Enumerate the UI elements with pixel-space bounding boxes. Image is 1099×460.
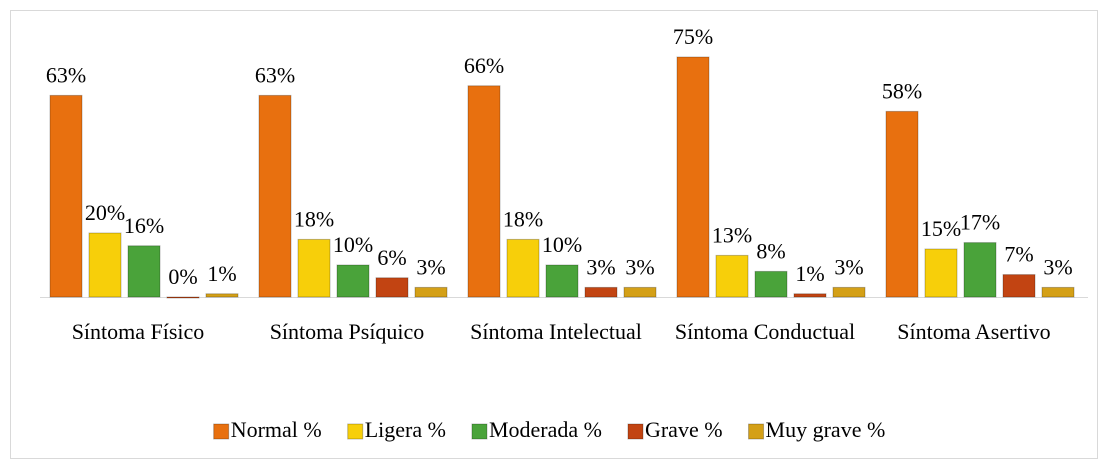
bar — [715, 254, 749, 298]
bar — [832, 286, 866, 298]
bar — [754, 270, 788, 298]
legend-swatch — [347, 423, 364, 440]
bar — [49, 94, 83, 298]
value-label: 20% — [85, 200, 125, 225]
bar — [258, 94, 292, 298]
bar — [414, 286, 448, 298]
value-label: 8% — [756, 238, 785, 263]
bar — [963, 242, 997, 298]
value-label: 6% — [377, 245, 406, 270]
chart-frame — [10, 10, 1098, 459]
bar — [127, 245, 161, 298]
bar — [1002, 274, 1036, 298]
value-label: 3% — [416, 254, 445, 279]
value-label: 18% — [503, 206, 543, 231]
bar — [205, 293, 239, 298]
legend-label: Moderada % — [489, 417, 602, 442]
value-label: 10% — [333, 232, 373, 257]
value-label: 10% — [542, 232, 582, 257]
bar — [885, 110, 919, 298]
value-label: 1% — [207, 261, 236, 286]
bar — [336, 264, 370, 298]
value-label: 66% — [464, 53, 504, 78]
bar — [545, 264, 579, 298]
bar — [584, 286, 618, 298]
x-tick-label: Síntoma Físico — [72, 319, 205, 344]
bar — [297, 238, 331, 298]
value-label: 1% — [795, 261, 824, 286]
bar — [793, 293, 827, 298]
value-label: 58% — [882, 78, 922, 103]
legend-label: Muy grave % — [766, 417, 886, 442]
bar — [924, 248, 958, 298]
bar — [88, 232, 122, 298]
legend-swatch — [627, 423, 644, 440]
value-label: 7% — [1004, 242, 1033, 267]
bar — [506, 238, 540, 298]
value-label: 3% — [834, 254, 863, 279]
value-label: 17% — [960, 210, 1000, 235]
bar — [467, 85, 501, 298]
value-label: 15% — [921, 216, 961, 241]
value-label: 13% — [712, 222, 752, 247]
value-label: 3% — [625, 254, 654, 279]
value-label: 3% — [586, 254, 615, 279]
value-label: 63% — [255, 62, 295, 87]
bar — [623, 286, 657, 298]
value-label: 18% — [294, 206, 334, 231]
value-label: 0% — [168, 264, 197, 289]
bar — [166, 296, 200, 299]
x-tick-label: Síntoma Conductual — [675, 319, 855, 344]
legend-swatch — [213, 423, 230, 440]
legend-label: Normal % — [231, 417, 322, 442]
x-tick-label: Síntoma Intelectual — [470, 319, 642, 344]
legend-label: Ligera % — [365, 417, 446, 442]
value-label: 3% — [1043, 254, 1072, 279]
bar — [1041, 286, 1075, 298]
value-label: 16% — [124, 213, 164, 238]
legend-swatch — [748, 423, 765, 440]
legend-swatch — [471, 423, 488, 440]
value-label: 75% — [673, 24, 713, 49]
bar — [676, 56, 710, 298]
x-tick-label: Síntoma Asertivo — [897, 319, 1050, 344]
legend-label: Grave % — [645, 417, 723, 442]
x-tick-label: Síntoma Psíquico — [270, 319, 425, 344]
bar — [375, 277, 409, 298]
value-label: 63% — [46, 62, 86, 87]
